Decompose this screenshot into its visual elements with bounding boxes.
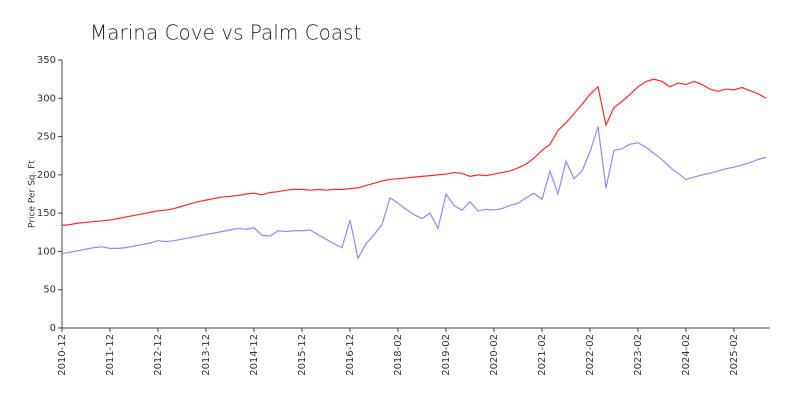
x-tick-label: 2018-02 (393, 334, 404, 376)
y-axis-label: Price Per Sq. Ft (28, 160, 38, 228)
x-tick-label: 2020-02 (489, 334, 500, 376)
x-tick-label: 2010-12 (57, 334, 68, 376)
x-tick-label: 2014-12 (249, 334, 260, 376)
y-tick-label: 100 (37, 246, 56, 257)
x-tick-label: 2013-12 (201, 334, 212, 376)
y-tick-label: 250 (37, 132, 56, 143)
y-tick-label: 0 (50, 323, 56, 334)
y-tick-label: 300 (37, 93, 56, 104)
x-tick-label: 2023-02 (633, 334, 644, 376)
y-tick-label: 50 (43, 285, 56, 296)
x-tick-label: 2024-02 (681, 334, 692, 376)
x-tick-label: 2016-12 (345, 334, 356, 376)
x-tick-label: 2015-12 (297, 334, 308, 376)
x-tick-label: 2012-12 (153, 334, 164, 376)
x-tick-label: 2011-12 (105, 334, 116, 376)
x-tick-label: 2025-02 (729, 334, 740, 376)
x-tick-label: 2021-02 (537, 334, 548, 376)
y-tick-label: 200 (37, 170, 56, 181)
series-line (61, 126, 767, 261)
series-line (61, 78, 767, 226)
x-tick-label: 2022-02 (585, 334, 596, 376)
chart-title: Marina Cove vs Palm Coast (90, 21, 361, 45)
x-tick-label: 2019-02 (441, 334, 452, 376)
y-tick-label: 350 (37, 55, 56, 66)
y-tick-label: 150 (37, 208, 56, 219)
